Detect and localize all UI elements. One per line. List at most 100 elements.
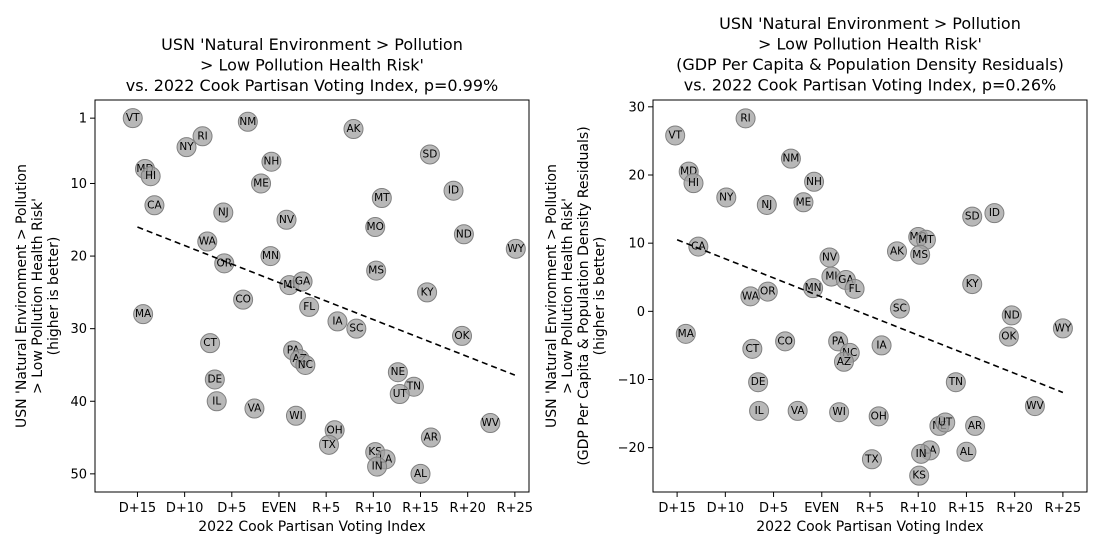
chart-title-line: USN 'Natural Environment > Pollution [161,35,463,54]
data-point [244,398,265,419]
data-point [829,402,850,423]
data-point [871,335,892,356]
y-axis-label-line: (higher is better) [46,237,62,356]
data-point [909,465,930,486]
data-point [295,354,316,375]
data-point [420,427,441,448]
data-point-label: KY [421,286,435,298]
data-point-label: NM [239,116,256,128]
data-point [214,253,235,274]
data-point-label: IN [916,448,927,460]
data-point [176,137,197,158]
data-point [251,173,272,194]
data-point [197,231,218,252]
data-point [213,202,234,223]
data-point [962,274,983,295]
y-axis-label-line: > Low Pollution Health Risk' [560,198,576,394]
data-point [200,333,221,354]
data-point [389,384,410,404]
data-point-label: TN [406,381,421,393]
data-point [443,180,464,201]
data-point [260,246,281,267]
data-point [367,456,388,477]
data-point [327,311,348,332]
data-point-label: AR [424,432,438,444]
y-axis-label-line: (GDP Per Capita & Population Density Res… [576,126,592,465]
x-tick-label: D+15 [658,501,695,516]
data-point-label: MT [374,192,390,204]
data-point-label: UT [938,416,953,428]
data-point-label: WY [507,243,524,255]
data-point [371,188,392,208]
data-point-label: CO [235,294,251,306]
chart-title-line: > Low Pollution Health Risk' [758,35,982,54]
y-tick-label: 10 [628,237,645,252]
data-point [480,413,501,434]
data-point-label: MA [135,308,152,320]
y-tick-label: −10 [618,373,645,388]
data-point-label: WI [289,410,302,422]
data-point-label: FL [849,283,861,295]
x-tick-label: R+10 [355,501,391,516]
data-point-label: WV [1026,400,1044,412]
data-point [780,148,801,169]
data-point [844,278,865,299]
x-tick-label: R+20 [449,501,485,516]
data-point [1001,305,1022,326]
data-point-label: IA [876,339,887,351]
y-tick-label: 30 [70,322,87,337]
y-axis-label-line: USN 'Natural Environment > Pollution [544,164,560,428]
x-tick-label: D+5 [217,501,246,516]
chart-title-line: vs. 2022 Cook Partisan Voting Index, p=0… [126,76,498,95]
data-point [935,412,956,433]
data-point [144,195,165,216]
data-point-label: AL [414,468,427,480]
data-point-label: RI [740,112,750,124]
data-point [285,405,306,426]
y-axis-label-line: (higher is better) [592,237,608,356]
plot-frame [652,99,1088,493]
x-tick-label: EVEN [804,501,839,516]
data-point-label: MI [825,271,837,283]
data-point-label: VA [248,403,263,415]
data-point [945,372,966,393]
data-point-label: NM [782,153,799,165]
data-point-label: MS [368,265,384,277]
data-point [675,323,696,344]
data-point [749,400,770,421]
data-point [387,362,408,383]
data-point [665,125,686,146]
data-point [122,108,143,129]
data-point-label: CA [147,199,162,211]
data-point [756,194,777,215]
data-point-label: OK [1001,331,1017,343]
data-point [419,144,440,165]
data-point [292,271,313,292]
y-tick-label: 0 [637,305,645,320]
y-tick-label: 40 [70,395,87,410]
data-point-label: DE [751,376,766,388]
data-point-label: NE [391,366,406,378]
data-point-label: WA [742,290,760,302]
data-point [192,126,213,147]
data-point [688,236,709,257]
data-point-label: HI [145,170,156,182]
data-point [453,224,474,245]
data-point-label: AK [890,245,905,257]
data-point-label: NV [822,251,838,263]
y-tick-label: 10 [70,177,87,192]
x-tick-label: R+5 [856,501,884,516]
data-point [237,111,258,132]
data-point-label: ID [448,185,459,197]
data-point [998,326,1019,347]
data-point [410,463,431,484]
data-point [962,206,983,227]
data-point-label: RI [197,130,207,142]
chart-1: USN 'Natural Environment > Pollution> Lo… [14,35,533,535]
data-point-label: MN [805,282,822,294]
data-point-label: WI [832,406,845,418]
data-point-label: MN [262,250,279,262]
data-point [793,192,814,213]
data-point-label: VT [126,112,140,124]
